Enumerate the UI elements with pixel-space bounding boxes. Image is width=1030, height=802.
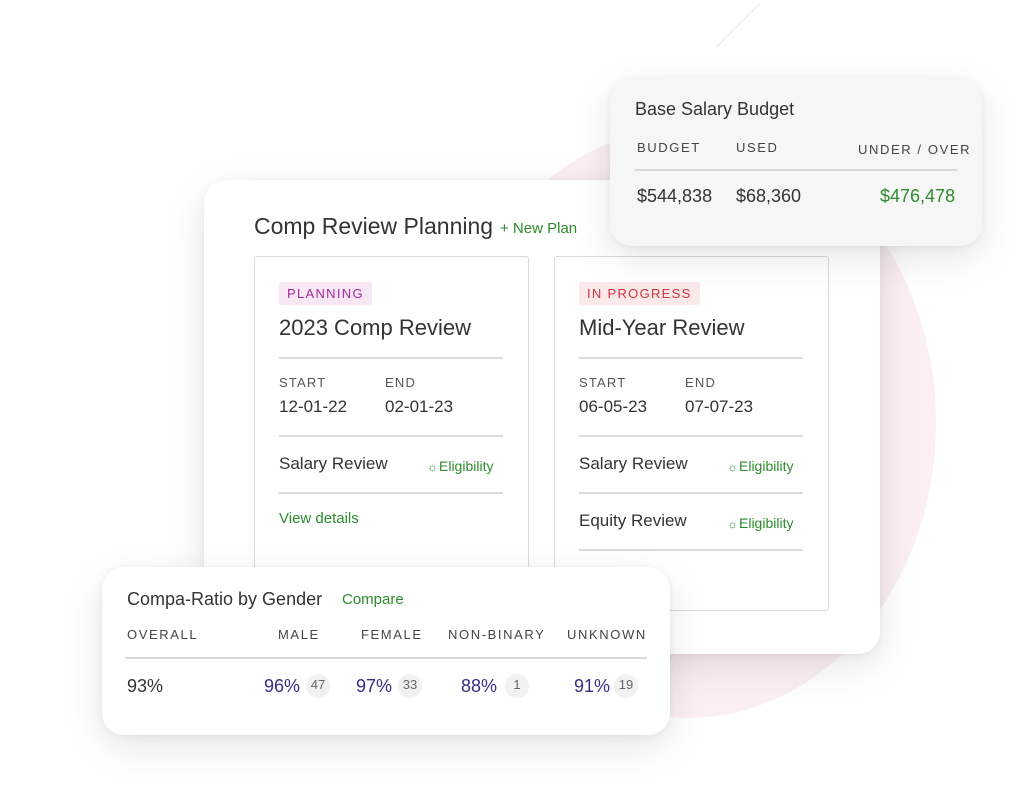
end-label: END bbox=[385, 375, 417, 390]
divider bbox=[125, 657, 647, 659]
female-value: 97% bbox=[356, 676, 393, 696]
divider bbox=[279, 435, 503, 437]
male-column-label: MALE bbox=[278, 627, 320, 642]
budget-value: $544,838 bbox=[637, 186, 713, 206]
comp-review-planning-card: Comp Review Planning + New Plan PLANNING… bbox=[204, 180, 880, 654]
unknown-value: 91% bbox=[574, 676, 611, 696]
divider bbox=[279, 357, 503, 359]
plan-card-2023-comp-review[interactable]: PLANNING 2023 Comp Review START END 12-0… bbox=[254, 256, 529, 611]
budget-title: Base Salary Budget bbox=[635, 99, 795, 119]
start-label: START bbox=[579, 375, 627, 390]
status-badge: PLANNING bbox=[279, 282, 372, 305]
eligibility-link[interactable]: ☼Eligibility bbox=[727, 515, 793, 531]
start-label: START bbox=[279, 375, 327, 390]
male-value: 96% bbox=[264, 676, 301, 696]
review-name: Salary Review bbox=[279, 454, 388, 473]
end-date: 02-01-23 bbox=[385, 397, 454, 416]
end-label: END bbox=[685, 375, 717, 390]
under-over-value: $476,478 bbox=[880, 186, 956, 206]
divider bbox=[635, 169, 957, 171]
divider bbox=[579, 357, 803, 359]
female-column-label: FEMALE bbox=[361, 627, 423, 642]
used-value: $68,360 bbox=[736, 186, 802, 206]
unknown-count-badge: 19 bbox=[614, 674, 638, 698]
non-binary-count-badge: 1 bbox=[505, 674, 529, 698]
plan-name: Mid-Year Review bbox=[579, 315, 745, 340]
divider bbox=[279, 492, 503, 494]
compa-title: Compa-Ratio by Gender bbox=[127, 589, 323, 609]
plan-name: 2023 Comp Review bbox=[279, 315, 471, 340]
female-count-badge: 33 bbox=[398, 674, 422, 698]
eligibility-link[interactable]: ☼Eligibility bbox=[727, 458, 793, 474]
eligibility-label: Eligibility bbox=[739, 515, 794, 531]
status-badge: IN PROGRESS bbox=[579, 282, 700, 305]
new-plan-button[interactable]: + New Plan bbox=[500, 220, 578, 237]
gear-icon: ☼ bbox=[427, 460, 438, 474]
end-date: 07-07-23 bbox=[685, 397, 754, 416]
base-salary-budget-card: Base Salary Budget BUDGET USED UNDER / O… bbox=[610, 78, 982, 246]
start-date: 06-05-23 bbox=[579, 397, 648, 416]
eligibility-link[interactable]: ☼Eligibility bbox=[427, 458, 493, 474]
under-over-column-label: UNDER / OVER bbox=[858, 142, 972, 157]
unknown-column-label: UNKNOWN bbox=[567, 627, 647, 642]
compare-link[interactable]: Compare bbox=[342, 591, 404, 608]
non-binary-value: 88% bbox=[461, 676, 498, 696]
planning-title: Comp Review Planning bbox=[254, 213, 494, 239]
view-details-link[interactable]: View details bbox=[279, 510, 359, 527]
budget-column-label: BUDGET bbox=[637, 140, 701, 155]
gear-icon: ☼ bbox=[727, 460, 738, 474]
start-date: 12-01-22 bbox=[279, 397, 348, 416]
background-line bbox=[715, 2, 761, 48]
eligibility-label: Eligibility bbox=[439, 458, 494, 474]
gear-icon: ☼ bbox=[727, 517, 738, 531]
review-name: Salary Review bbox=[579, 454, 688, 473]
overall-column-label: OVERALL bbox=[127, 627, 199, 642]
divider bbox=[579, 492, 803, 494]
plan-card-mid-year-review[interactable]: IN PROGRESS Mid-Year Review START END 06… bbox=[554, 256, 829, 611]
non-binary-column-label: NON-BINARY bbox=[448, 627, 546, 642]
divider bbox=[579, 549, 803, 551]
divider bbox=[579, 435, 803, 437]
used-column-label: USED bbox=[736, 140, 779, 155]
male-count-badge: 47 bbox=[306, 674, 330, 698]
eligibility-label: Eligibility bbox=[739, 458, 794, 474]
review-name: Equity Review bbox=[579, 511, 687, 530]
compa-ratio-card: Compa-Ratio by Gender Compare OVERALL MA… bbox=[102, 567, 670, 735]
overall-value: 93% bbox=[127, 676, 164, 696]
